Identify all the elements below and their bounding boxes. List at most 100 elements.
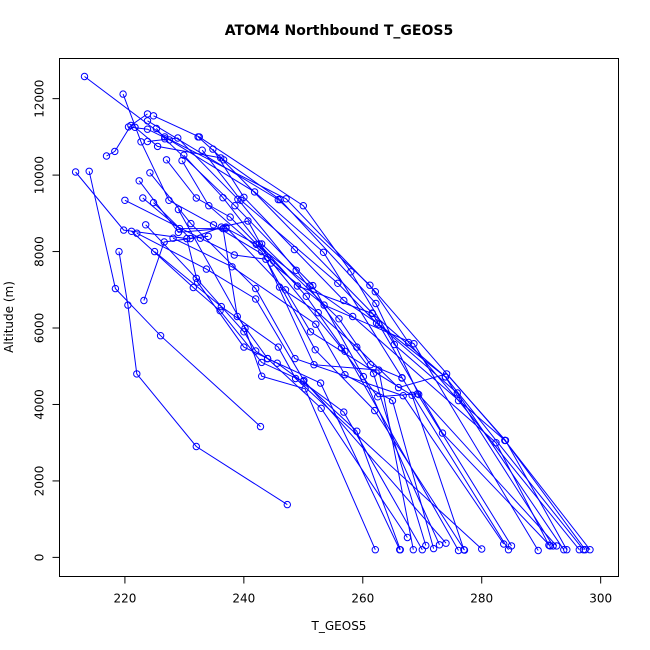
data-point — [111, 284, 120, 293]
data-point — [335, 315, 343, 323]
data-point — [252, 240, 260, 249]
data-point — [80, 72, 89, 81]
data-point — [169, 234, 177, 242]
series-line — [122, 93, 512, 547]
y-tick-label: 4000 — [33, 389, 47, 420]
data-point — [312, 320, 320, 328]
data-point — [316, 379, 325, 387]
data-point — [143, 110, 152, 118]
y-tick-label: 6000 — [33, 313, 47, 344]
series-line — [147, 120, 580, 551]
data-point — [283, 500, 291, 509]
data-point — [290, 245, 299, 254]
data-point — [135, 177, 143, 185]
series-line — [118, 251, 288, 506]
series-line — [153, 202, 539, 551]
data-point — [418, 546, 426, 554]
data-point — [204, 232, 212, 241]
y-tick-label: 10000 — [32, 156, 46, 194]
data-point — [150, 247, 159, 256]
data-point — [240, 343, 248, 351]
data-point — [258, 358, 266, 367]
series-profile — [169, 234, 438, 553]
data-point — [291, 374, 300, 383]
data-point — [410, 340, 418, 348]
data-point — [252, 295, 260, 303]
data-point — [263, 354, 272, 363]
data-point — [233, 312, 242, 321]
data-point — [140, 296, 148, 305]
series-profile — [131, 123, 554, 550]
data-point — [501, 436, 510, 445]
data-point — [127, 227, 136, 236]
series-line — [88, 171, 261, 427]
data-point — [371, 288, 379, 296]
data-point — [366, 281, 374, 289]
data-point — [334, 279, 342, 287]
data-point — [460, 546, 468, 554]
data-point — [274, 343, 282, 351]
data-point — [231, 202, 239, 210]
x-tick-label: 220 — [113, 592, 136, 606]
data-point — [409, 546, 417, 554]
series-line — [261, 243, 403, 379]
data-point — [347, 268, 355, 276]
data-point — [394, 383, 403, 392]
series-line — [197, 136, 558, 547]
data-point — [187, 219, 195, 228]
series-profile — [178, 156, 469, 554]
data-point — [71, 168, 80, 176]
data-point — [217, 302, 226, 311]
series-line — [106, 113, 148, 157]
series-line — [147, 137, 427, 546]
data-point — [504, 546, 513, 554]
data-point — [174, 205, 183, 214]
data-point — [492, 439, 500, 447]
series-line — [134, 126, 551, 547]
data-point — [240, 193, 248, 202]
data-point — [442, 539, 450, 547]
data-point — [258, 372, 266, 380]
x-tick-label: 280 — [470, 592, 493, 606]
series-profile — [124, 123, 513, 554]
series-line — [154, 251, 483, 550]
series-profile — [275, 283, 571, 554]
series-line — [145, 224, 408, 538]
data-point — [353, 343, 361, 351]
data-point — [560, 546, 568, 554]
data-point — [119, 90, 127, 98]
x-axis-label: T_GEOS5 — [311, 619, 367, 633]
series-profile — [102, 110, 152, 160]
x-tick-label: 240 — [232, 592, 255, 606]
y-axis: 0 2000 4000 6000 8000 10000 12000 — [32, 80, 60, 561]
data-point — [222, 223, 230, 231]
data-point — [250, 188, 259, 196]
data-point — [275, 283, 284, 291]
data-point — [478, 545, 486, 553]
data-point — [139, 194, 147, 202]
data-point — [302, 292, 310, 300]
series-profile — [150, 247, 486, 553]
data-point — [240, 328, 248, 336]
data-point — [194, 133, 202, 141]
data-point — [442, 370, 451, 378]
series-line — [84, 76, 591, 551]
data-point — [291, 354, 299, 363]
data-point — [217, 223, 226, 231]
series-line — [172, 237, 435, 549]
series-profile — [143, 117, 583, 554]
series-profile — [222, 223, 468, 554]
data-point — [319, 248, 328, 257]
data-point — [133, 229, 141, 237]
data-point — [180, 151, 188, 159]
data-point — [292, 266, 300, 274]
data-point — [301, 385, 309, 393]
data-point — [399, 392, 407, 400]
series-profile — [198, 146, 568, 554]
series-line — [149, 172, 505, 545]
data-point — [256, 422, 265, 431]
series-profile — [127, 227, 404, 554]
data-point — [366, 361, 375, 369]
data-point — [388, 396, 397, 405]
data-point — [281, 286, 290, 294]
